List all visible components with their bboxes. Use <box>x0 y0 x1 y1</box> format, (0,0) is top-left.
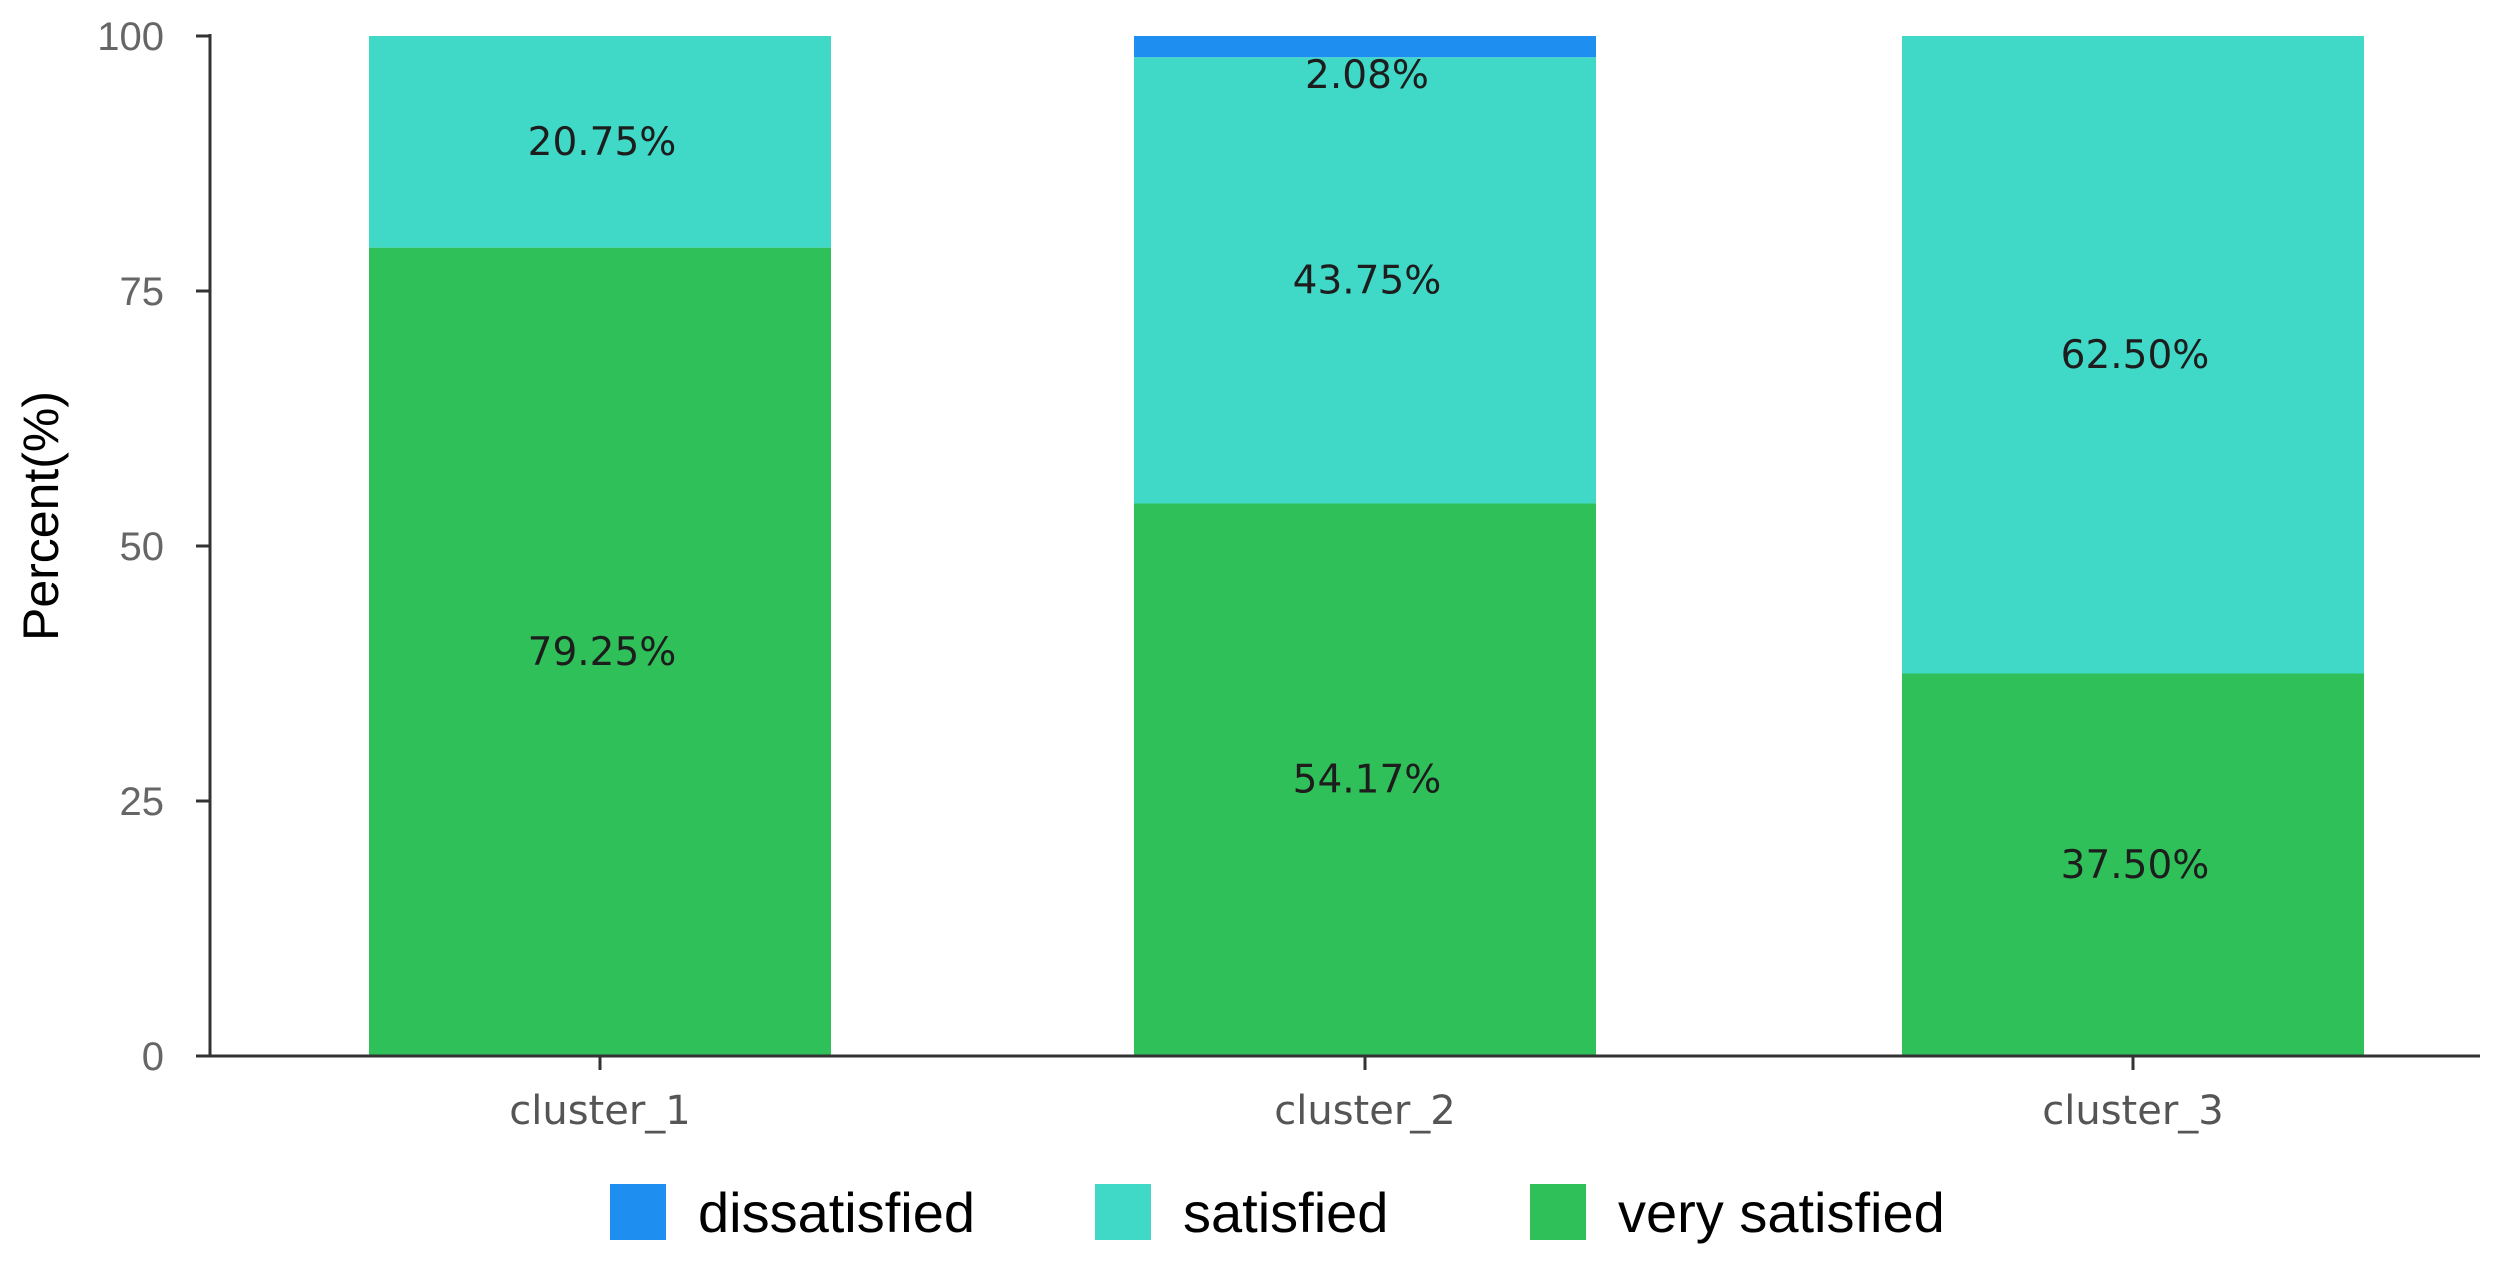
legend-swatch-satisfied <box>1095 1184 1151 1240</box>
axes-layer: 0 25 50 75 100 cluster_1 cluster_2 cluster_3 Per… <box>13 15 2480 1134</box>
data-label-cluster-2-dissatisfied: 2.08% <box>1305 53 1429 98</box>
bar-cluster-1-very-satisfied <box>369 247 831 1056</box>
y-tick-label-0: 0 <box>142 1035 164 1079</box>
bars-layer <box>369 36 2364 1056</box>
bar-cluster-3-very-satisfied <box>1902 673 2364 1056</box>
x-tick-label-cluster-1: cluster_1 <box>509 1088 690 1134</box>
y-tick-label-75: 75 <box>120 270 165 314</box>
y-tick-label-25: 25 <box>120 780 165 824</box>
bar-cluster-1-satisfied <box>369 36 831 248</box>
legend-label-very-satisfied: very satisfied <box>1618 1181 1945 1244</box>
bar-cluster-2-very-satisfied <box>1134 503 1596 1056</box>
legend-swatch-dissatisfied <box>610 1184 666 1240</box>
bar-cluster-3-satisfied <box>1902 36 2364 674</box>
y-tick-label-100: 100 <box>97 15 164 59</box>
legend-label-dissatisfied: dissatisfied <box>698 1181 975 1244</box>
y-tick-label-50: 50 <box>120 525 165 569</box>
bar-cluster-2-dissatisfied <box>1134 36 1596 58</box>
data-label-cluster-3-very-satisfied: 37.50% <box>2061 843 2210 888</box>
data-label-cluster-2-satisfied: 43.75% <box>1293 258 1442 303</box>
data-label-cluster-3-satisfied: 62.50% <box>2061 333 2210 378</box>
data-labels-layer: 79.25% 20.75% 54.17% 43.75% 2.08% 37.50% 62.50… <box>528 53 2210 888</box>
legend-swatch-very-satisfied <box>1530 1184 1586 1240</box>
data-label-cluster-1-very-satisfied: 79.25% <box>528 630 677 675</box>
data-label-cluster-2-very-satisfied: 54.17% <box>1293 758 1442 803</box>
bar-cluster-2-satisfied <box>1134 57 1596 504</box>
legend: dissatisfied satisfied very satisfied <box>610 1181 1945 1244</box>
data-label-cluster-1-satisfied: 20.75% <box>528 120 677 165</box>
x-tick-label-cluster-3: cluster_3 <box>2042 1088 2223 1134</box>
x-tick-label-cluster-2: cluster_2 <box>1274 1088 1455 1134</box>
legend-label-satisfied: satisfied <box>1183 1181 1388 1244</box>
y-axis-title: Percent(%) <box>13 391 69 641</box>
